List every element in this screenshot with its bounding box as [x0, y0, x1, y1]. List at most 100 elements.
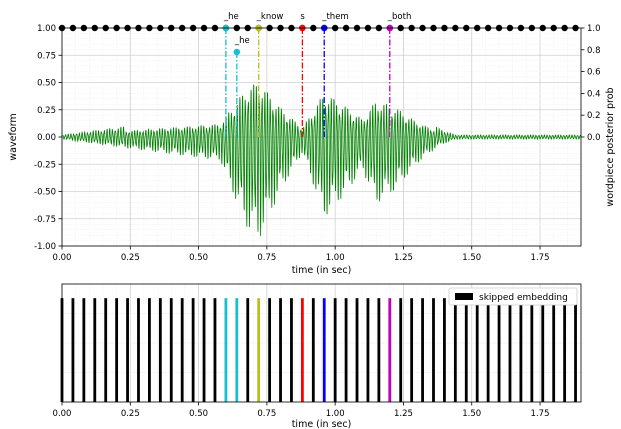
wordpiece-lines: [225, 28, 391, 137]
legend: skipped embedding: [448, 287, 578, 306]
skipped-bar: [486, 298, 490, 402]
skipped-bar: [541, 298, 545, 402]
skipped-bar: [344, 298, 348, 402]
skipped-bar: [519, 298, 523, 402]
skipped-bar: [464, 298, 468, 402]
skipped-bar: [453, 298, 457, 402]
x-tick-label: 1.50: [462, 409, 481, 419]
y-tick-label: -1.00: [34, 242, 56, 252]
y-tick-label: 0.50: [37, 79, 56, 89]
x-tick-label: 0.25: [121, 409, 140, 419]
waveform-panel: 0.00 0.25 0.50 0.75 1.00 1.25 1.50 1.75 -1.00 -0…: [8, 12, 616, 276]
kept-bar: [257, 298, 261, 402]
x-tick-label: 1.75: [531, 253, 550, 263]
y2-tick-label: 0.0: [587, 133, 601, 143]
skipped-bar: [410, 298, 414, 402]
y-tick-label: 0.75: [37, 51, 56, 61]
waveform-y-ticks: -1.00 -0.75 -0.50 -0.25 0.00 0.25 0.50 0.75 1.00: [34, 24, 62, 252]
skipped-bar: [268, 298, 271, 402]
x-tick-label: 0.25: [121, 253, 140, 263]
x-tick-label: 1.25: [394, 253, 413, 263]
wordpiece-marker: [233, 48, 241, 56]
skipped-bar: [148, 298, 151, 402]
skipped-bar: [137, 298, 140, 402]
waveform-series: [61, 84, 582, 237]
wordpiece-label: _he: [223, 12, 239, 22]
wordpiece-label: _both: [387, 12, 412, 22]
skipped-bar: [475, 298, 479, 402]
x-tick-label: 1.25: [394, 409, 413, 419]
y2-tick-label: 1.0: [587, 24, 601, 34]
skipped-bar: [366, 298, 370, 402]
kept-bar: [224, 298, 228, 402]
waveform-x-axis-label: time (in sec): [292, 265, 352, 276]
skipped-bar: [333, 298, 337, 402]
embedding-x-ticks: 0.00 0.25 0.50 0.75 1.00 1.25 1.50 1.75: [53, 402, 550, 419]
wordpiece-label: _he: [234, 36, 250, 46]
y2-tick-label: 0.2: [587, 111, 601, 121]
embedding-frame: [61, 283, 582, 403]
skipped-bar: [93, 298, 97, 402]
skipped-bar: [104, 298, 108, 402]
skipped-bar: [421, 298, 424, 402]
skipped-bar: [508, 298, 512, 402]
legend-swatch: [455, 293, 473, 300]
skipped-bar: [115, 298, 119, 402]
skipped-bar: [191, 298, 195, 402]
y-tick-label: 0.25: [37, 106, 56, 116]
x-tick-label: 0.50: [189, 409, 208, 419]
skipped-bar: [71, 298, 75, 402]
skipped-bar: [443, 298, 446, 402]
posterior-y-ticks: 0.0 0.2 0.4 0.6 0.8 1.0: [581, 24, 601, 143]
kept-bar: [300, 298, 304, 402]
skipped-bar: [432, 298, 435, 402]
skipped-bar: [82, 298, 86, 402]
skipped-bar: [355, 298, 359, 402]
skipped-bar: [180, 298, 184, 402]
skipped-bar: [530, 298, 534, 402]
y2-tick-label: 0.6: [587, 68, 601, 78]
y-tick-label: -0.75: [34, 215, 56, 225]
y2-tick-label: 0.8: [587, 46, 601, 56]
legend-box: [448, 287, 578, 306]
y-tick-label: 1.00: [37, 24, 56, 34]
x-tick-label: 1.75: [531, 409, 550, 419]
legend-label: skipped embedding: [479, 293, 568, 303]
x-tick-label: 0.75: [257, 253, 276, 263]
kept-bar: [388, 298, 392, 402]
kept-bar: [322, 298, 326, 402]
embedding-bars: [60, 298, 577, 402]
x-tick-label: 0.00: [53, 253, 72, 263]
waveform-x-ticks: 0.00 0.25 0.50 0.75 1.00 1.25 1.50 1.75: [53, 246, 550, 263]
posterior-y-axis-label: wordpiece posterior prob: [605, 87, 616, 206]
wordpiece-label: _know: [256, 12, 284, 22]
skipped-bar: [311, 298, 315, 402]
x-tick-label: 0.50: [189, 253, 208, 263]
y-tick-label: -0.50: [34, 188, 56, 198]
wordpiece-label: _them: [321, 12, 348, 22]
skipped-bar: [574, 298, 577, 402]
skipped-bar: [169, 298, 173, 402]
waveform-y-axis-label: waveform: [8, 113, 19, 160]
skipped-bar: [563, 298, 567, 402]
skipped-bar: [399, 298, 403, 402]
x-tick-label: 1.00: [326, 253, 345, 263]
skipped-bar: [279, 298, 282, 402]
skipped-bar: [552, 298, 556, 402]
y-tick-label: -0.25: [34, 160, 56, 170]
y2-tick-label: 0.4: [587, 89, 601, 99]
wordpiece-labels: _he _he _know s _them _both: [223, 12, 411, 46]
skipped-bar: [377, 298, 381, 402]
embedding-x-axis-label: time (in sec): [292, 419, 352, 429]
skipped-bar: [126, 298, 129, 402]
x-tick-label: 1.00: [326, 409, 345, 419]
skipped-bar: [213, 298, 217, 402]
y-tick-label: 0.00: [37, 133, 56, 143]
x-tick-label: 0.75: [257, 409, 276, 419]
skipped-bar: [202, 298, 206, 402]
skipped-bar: [290, 298, 293, 402]
skipped-bar: [158, 298, 162, 402]
wordpiece-label: s: [300, 12, 305, 22]
x-tick-label: 1.50: [462, 253, 481, 263]
